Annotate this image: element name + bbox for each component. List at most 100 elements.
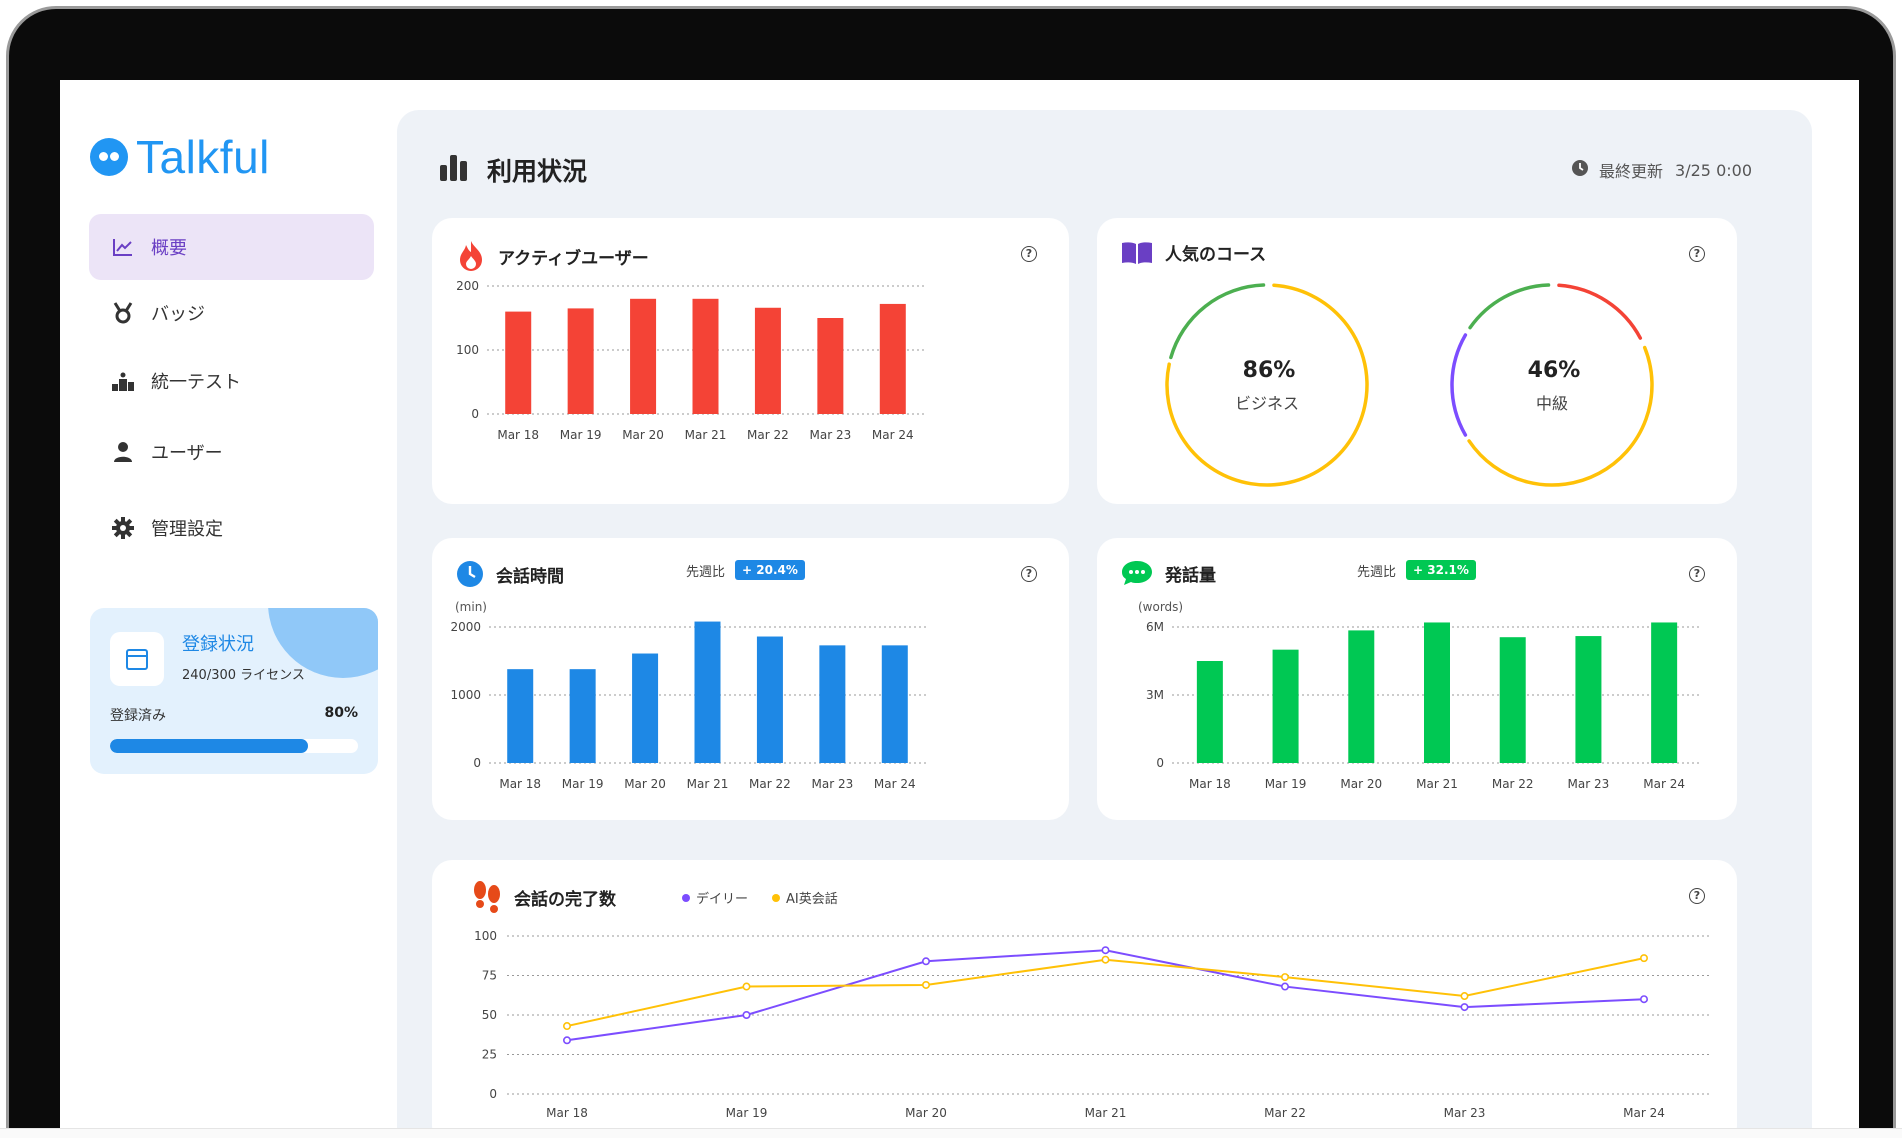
help-icon[interactable]: ?: [1689, 888, 1705, 904]
x-tick-label: Mar 24: [1623, 1106, 1665, 1120]
medal-icon: [111, 301, 135, 325]
data-point: [1280, 982, 1289, 991]
bar: [1196, 661, 1223, 763]
data-point: [1101, 946, 1110, 955]
y-tick-label: 2000: [450, 620, 481, 634]
series-line: [566, 957, 1645, 1028]
data-point: [921, 957, 930, 966]
y-tick-label: 100: [474, 929, 497, 943]
last-updated: 最終更新 3/25 0:00: [1571, 158, 1752, 182]
app-screen: Talkful 概要 バッジ 統一テスト: [60, 80, 1859, 1138]
data-point: [1460, 1003, 1469, 1012]
book-icon: [1121, 241, 1153, 265]
x-tick-label: Mar 23: [1444, 1106, 1486, 1120]
help-icon[interactable]: ?: [1689, 566, 1705, 582]
clock-icon: [1571, 159, 1589, 181]
card-title: アクティブユーザー: [456, 240, 649, 272]
bar: [1348, 630, 1375, 763]
sidebar-item-label: 概要: [151, 238, 187, 259]
x-tick-label: Mar 18: [497, 428, 539, 442]
card-title: 会話の完了数: [472, 880, 616, 914]
registration-card: 登録状況 240/300 ライセンス 登録済み 80%: [90, 608, 378, 774]
speech-volume-chart: 0 3M 6M (words) Mar 18 Mar 19 Mar 20 Mar 21 Mar …: [1138, 600, 1702, 791]
donut-label: 中級: [1536, 394, 1568, 413]
talkful-logo-icon: [90, 138, 128, 176]
y-tick-label: 50: [482, 1008, 497, 1022]
sidebar-item-label: ユーザー: [151, 443, 223, 464]
sidebar-item-settings[interactable]: 管理設定: [89, 495, 374, 561]
x-tick-label: Mar 19: [560, 428, 602, 442]
registered-percent: 80%: [324, 705, 358, 721]
x-tick-label: Mar 20: [622, 428, 664, 442]
y-axis-unit: (min): [455, 600, 487, 614]
popular-courses-card: 人気のコース ? 86% ビジネス 46% 中級: [1097, 218, 1737, 504]
gear-icon: [111, 516, 135, 540]
clock-icon: [456, 560, 484, 588]
donut-segment: [1450, 333, 1468, 437]
y-tick-label: 0: [471, 407, 479, 421]
donut-segment: [1169, 283, 1266, 360]
x-tick-label: Mar 24: [1643, 777, 1685, 791]
app-logo[interactable]: Talkful: [90, 130, 270, 184]
x-tick-label: Mar 21: [1085, 1106, 1127, 1120]
chart-legend: デイリー AI英会話: [682, 888, 862, 907]
speech-volume-comparison: 先週比 + 32.1%: [1357, 560, 1476, 580]
x-tick-label: Mar 18: [546, 1106, 588, 1120]
chat-bubble-icon: [1121, 560, 1153, 586]
y-tick-label: 6M: [1146, 620, 1164, 634]
x-tick-label: Mar 20: [624, 777, 666, 791]
sidebar-item-badges[interactable]: バッジ: [89, 280, 374, 346]
sidebar-item-overview[interactable]: 概要: [89, 214, 374, 280]
bar: [879, 303, 906, 414]
data-point: [1640, 954, 1649, 963]
sidebar-item-users[interactable]: ユーザー: [89, 419, 374, 485]
registration-progress-fill: [110, 739, 309, 753]
talk-time-chart: 0 1000 2000 (min) Mar 18 Mar 19 Mar 20 Mar 21 Ma…: [450, 600, 926, 791]
help-icon[interactable]: ?: [1689, 246, 1705, 262]
legend-item-ai: AI英会話: [772, 888, 838, 907]
data-point: [563, 1036, 572, 1045]
data-point: [921, 980, 930, 989]
donut-value: 46%: [1528, 358, 1581, 383]
last-updated-label: 最終更新: [1599, 162, 1664, 181]
bar: [569, 669, 596, 763]
bar: [505, 311, 532, 414]
line-chart-icon: [111, 235, 135, 259]
bar: [1575, 636, 1602, 763]
y-axis-unit: (words): [1138, 600, 1183, 614]
active-users-chart: 0 100 200 Mar 18 Mar 19 Mar 20 Mar 21 Mar 22 Mar…: [456, 279, 924, 442]
user-icon: [111, 440, 135, 464]
data-point: [1460, 992, 1469, 1001]
flame-icon: [456, 240, 486, 272]
x-tick-label: Mar 22: [747, 428, 789, 442]
data-point: [563, 1022, 572, 1031]
data-point: [742, 982, 751, 991]
bar: [756, 636, 783, 763]
sidebar-item-test[interactable]: 統一テスト: [89, 348, 374, 414]
donut-value: 86%: [1243, 358, 1296, 383]
donut-segment: [1557, 283, 1643, 340]
talk-time-card: 会話時間 先週比 + 20.4% ? 0 1000 2000 (min) Mar 18 M…: [432, 538, 1069, 820]
bar: [819, 645, 846, 763]
footprints-icon: [472, 880, 502, 914]
main-panel: 利用状況 最終更新 3/25 0:00 アクティブユーザー ? 0 100 200 M: [397, 110, 1812, 1138]
talk-time-comparison: 先週比 + 20.4%: [686, 560, 805, 580]
bar: [632, 653, 659, 763]
y-tick-label: 100: [456, 343, 479, 357]
popular-courses-chart: 86% ビジネス 46% 中級: [1165, 283, 1654, 487]
donut-label: ビジネス: [1235, 394, 1299, 413]
bar: [630, 298, 657, 414]
completions-card: 会話の完了数 デイリー AI英会話 ? 0 25 50 75 100 Mar 18 Mar …: [432, 860, 1737, 1138]
x-tick-label: Mar 19: [726, 1106, 768, 1120]
y-tick-label: 0: [1156, 756, 1164, 770]
x-tick-label: Mar 21: [1416, 777, 1458, 791]
help-icon[interactable]: ?: [1021, 566, 1037, 582]
x-tick-label: Mar 20: [1340, 777, 1382, 791]
bar: [507, 669, 534, 763]
bar: [1651, 622, 1678, 763]
sidebar-item-label: 統一テスト: [151, 372, 241, 393]
completions-chart: 0 25 50 75 100 Mar 18 Mar 19 Mar 20 Mar 21 Mar 22…: [474, 929, 1712, 1120]
help-icon[interactable]: ?: [1021, 246, 1037, 262]
active-users-card: アクティブユーザー ? 0 100 200 Mar 18 Mar 19 Mar 20 Mar…: [432, 218, 1069, 504]
y-tick-label: 25: [482, 1048, 497, 1062]
